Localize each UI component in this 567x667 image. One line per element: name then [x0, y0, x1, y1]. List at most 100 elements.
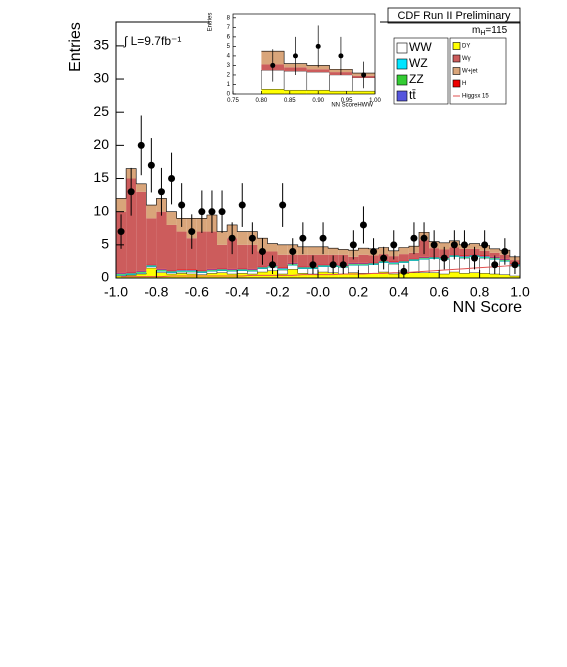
data-point	[338, 53, 344, 59]
data-point	[270, 62, 276, 68]
histogram-segment	[116, 198, 127, 212]
histogram-segment	[329, 74, 353, 92]
histogram-segment	[368, 273, 379, 278]
histogram-segment	[136, 183, 147, 192]
histogram-segment	[479, 273, 490, 278]
histogram-segment	[247, 244, 258, 269]
histogram-segment	[459, 273, 470, 278]
histogram-segment	[267, 243, 278, 252]
y-tick-label: 30	[93, 70, 109, 86]
histogram-segment	[489, 252, 500, 257]
histogram-segment	[116, 274, 127, 276]
data-point	[361, 72, 367, 78]
data-point	[380, 254, 388, 262]
stack-outline	[116, 168, 520, 258]
histogram-segment	[419, 256, 430, 258]
histogram-segment	[237, 270, 248, 271]
histogram-segment	[136, 270, 147, 272]
histogram-segment	[176, 270, 187, 271]
histogram-segment	[297, 267, 308, 269]
histogram-segment	[206, 231, 217, 269]
histogram-segment	[408, 252, 419, 259]
histogram-segment	[115, 275, 127, 277]
x-tick-label: 0.4	[389, 283, 409, 299]
y-tick-label: 5	[101, 236, 109, 252]
histogram-segment	[469, 243, 480, 249]
histogram-segment	[408, 260, 419, 261]
histogram-segment	[146, 266, 157, 267]
histogram-segment	[257, 268, 268, 273]
histogram-segment	[277, 244, 288, 255]
histogram-segment	[217, 244, 228, 269]
histogram-segment	[398, 254, 409, 261]
histogram-segment	[348, 263, 359, 265]
histogram-segment	[196, 271, 207, 273]
histogram-segment	[388, 263, 399, 265]
histogram-segment	[348, 265, 359, 273]
data-point	[319, 234, 327, 242]
data-point	[329, 261, 337, 269]
histogram-segment	[287, 264, 298, 266]
histogram-segment	[247, 271, 258, 275]
histogram-segment	[408, 258, 419, 259]
histogram-segment	[318, 266, 329, 267]
y-tick-label: 3	[227, 63, 231, 69]
data-point	[299, 234, 307, 242]
y-tick-label: 10	[93, 202, 109, 218]
histogram-segment	[186, 271, 197, 275]
histogram-segment	[378, 272, 389, 278]
histogram-segment	[338, 274, 349, 278]
histogram-segment	[318, 265, 329, 267]
histogram-segment	[156, 269, 167, 271]
data-point	[501, 247, 509, 255]
y-tick-label: 35	[93, 37, 109, 53]
histogram-segment	[257, 266, 268, 268]
data-point	[258, 247, 266, 255]
histogram-segment	[176, 269, 187, 271]
histogram-segment	[217, 270, 228, 271]
histogram-segment	[217, 269, 228, 271]
legend-label: WW	[409, 40, 432, 54]
histogram-segment	[146, 264, 157, 266]
histogram-segment	[136, 271, 147, 273]
histogram-segment	[126, 272, 137, 274]
legend-swatch	[396, 74, 408, 86]
histogram-segment	[146, 264, 157, 265]
histogram-segment	[287, 269, 298, 278]
y-tick-label: 5	[227, 44, 231, 50]
histogram-segment	[227, 268, 238, 270]
histogram-segment	[306, 71, 330, 91]
histogram-segment	[358, 263, 369, 265]
data-point	[228, 234, 236, 242]
x-tick-label: 0.90	[312, 98, 324, 104]
histogram-segment	[237, 268, 248, 270]
inset-background	[210, 8, 380, 110]
x-tick-label: -0.8	[144, 283, 168, 299]
x-tick-label: -0.4	[225, 283, 249, 299]
legend-label: DY	[462, 44, 470, 50]
histogram-segment	[257, 267, 268, 269]
histogram-segment	[196, 270, 207, 271]
histogram-segment	[358, 264, 369, 266]
histogram-segment	[156, 270, 167, 272]
histogram-segment	[398, 260, 409, 261]
mass-label: mH=115	[472, 25, 508, 37]
histogram-segment	[166, 270, 177, 272]
histogram-segment	[126, 274, 137, 275]
histogram-segment	[116, 273, 127, 275]
histogram-segment	[206, 270, 217, 271]
data-point	[178, 201, 186, 209]
histogram-segment	[277, 274, 288, 278]
histogram-segment	[186, 238, 197, 270]
mass-value: =115	[485, 25, 507, 36]
data-point	[339, 261, 347, 269]
x-tick-label: 0.2	[349, 283, 369, 299]
histogram-segment	[408, 272, 419, 278]
histogram-segment	[348, 272, 359, 278]
histogram-segment	[287, 265, 299, 270]
histogram-segment	[196, 270, 207, 272]
histogram-segment	[479, 257, 490, 274]
histogram-segment	[358, 262, 369, 264]
histogram-segment	[328, 272, 339, 278]
